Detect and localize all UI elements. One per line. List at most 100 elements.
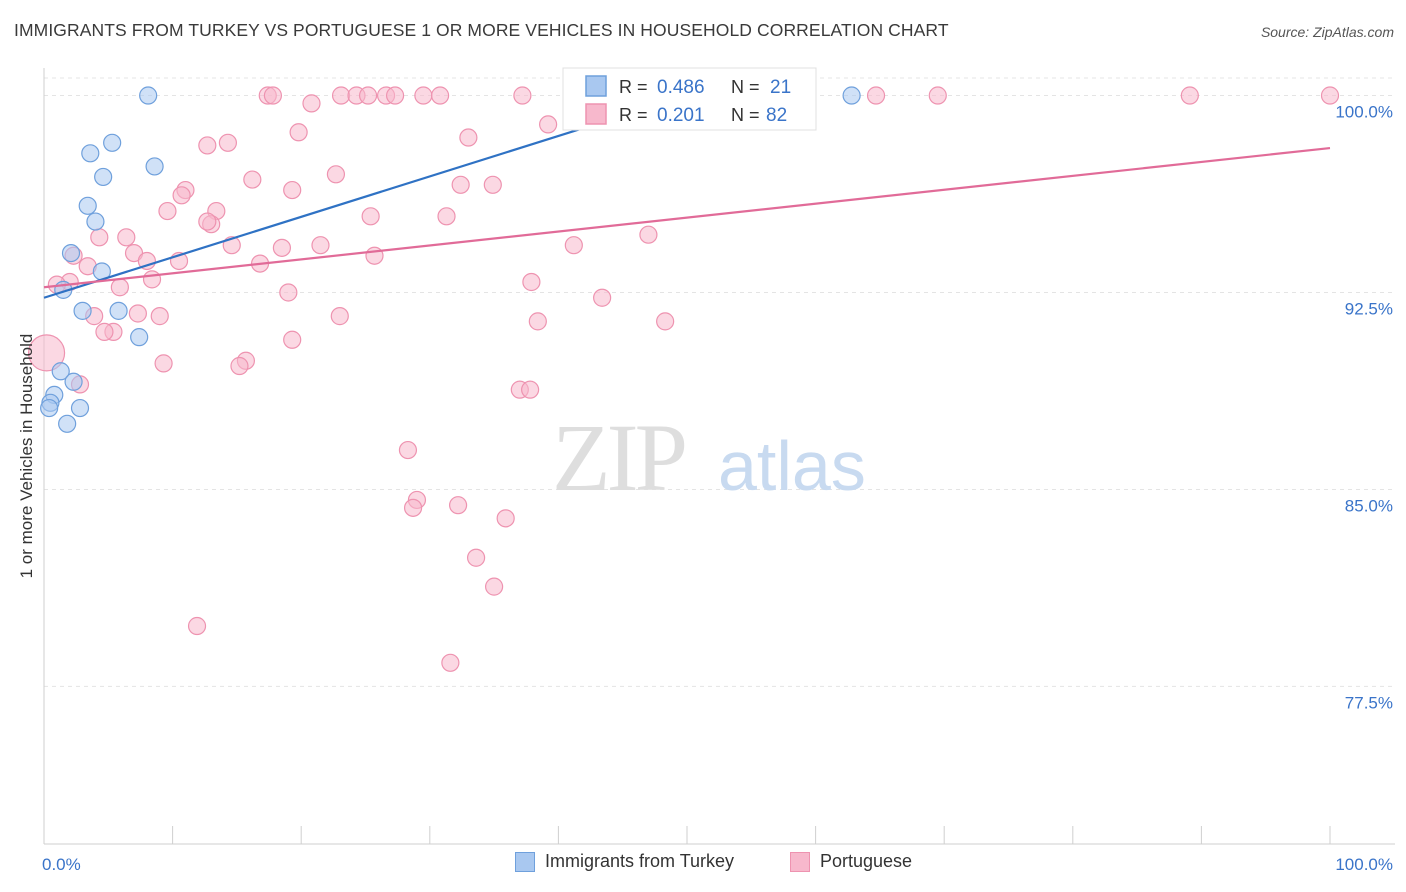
stats-r-value-portuguese: 0.201 <box>657 105 705 126</box>
source-label: Source: ZipAtlas.com <box>1260 24 1394 40</box>
stats-n-value-turkey: 21 <box>770 77 791 98</box>
portuguese-point <box>639 225 658 244</box>
portuguese-point <box>441 653 460 672</box>
turkey-point <box>130 328 149 347</box>
portuguese-point <box>243 170 262 189</box>
portuguese-point <box>866 86 886 105</box>
portuguese-point <box>272 238 292 257</box>
portuguese-point <box>142 270 162 289</box>
turkey-point <box>51 362 70 381</box>
portuguese-point <box>928 86 947 105</box>
portuguese-point <box>1320 86 1340 105</box>
portuguese-point <box>485 577 504 596</box>
turkey-point <box>145 157 164 176</box>
y-tick-label: 100.0% <box>1335 103 1393 122</box>
portuguese-point <box>522 272 541 292</box>
y-tick-label: 92.5% <box>1345 299 1393 318</box>
portuguese-point <box>326 165 346 184</box>
portuguese-point <box>528 312 547 331</box>
legend-item-portuguese: Portuguese <box>790 851 912 872</box>
portuguese-point <box>521 380 540 399</box>
x-tick-label-start: 0.0% <box>42 855 81 874</box>
portuguese-point <box>358 86 378 105</box>
axes: 100.0% 92.5% 85.0% 77.5% 0.0% 100.0% <box>42 68 1395 874</box>
turkey-point <box>103 133 122 152</box>
chart-title: IMMIGRANTS FROM TURKEY VS PORTUGUESE 1 O… <box>14 20 949 40</box>
portuguese-point <box>564 236 583 255</box>
portuguese-point <box>311 236 330 255</box>
portuguese-point <box>430 86 450 105</box>
turkey-point <box>58 414 77 433</box>
turkey-point <box>40 398 59 418</box>
trend-line-portuguese <box>43 146 1331 289</box>
turkey-point <box>78 196 97 215</box>
legend-item-turkey: Immigrants from Turkey <box>515 851 734 872</box>
portuguese-point <box>230 356 249 376</box>
turkey-point <box>81 144 100 163</box>
stats-n-label-portuguese: N = <box>731 105 760 125</box>
y-tick-label: 77.5% <box>1345 693 1393 712</box>
portuguese-point <box>279 283 298 302</box>
portuguese-point <box>398 440 418 460</box>
portuguese-point <box>403 498 423 517</box>
watermark-zip: ZIP <box>552 404 685 511</box>
portuguese-point <box>385 86 405 105</box>
legend-label-portuguese: Portuguese <box>820 851 913 871</box>
portuguese-point <box>218 133 237 152</box>
turkey-point <box>94 167 113 187</box>
turkey-point <box>61 243 81 263</box>
turkey-point <box>73 301 92 320</box>
legend-swatch-turkey <box>515 851 535 872</box>
stats-swatch-turkey <box>585 75 607 97</box>
portuguese-point <box>1180 86 1199 105</box>
portuguese-point <box>656 312 675 331</box>
portuguese-point <box>437 207 456 226</box>
legend-swatch-portuguese <box>790 851 810 872</box>
portuguese-point <box>150 307 169 326</box>
stats-r-label-turkey: R = <box>619 77 648 97</box>
portuguese-point <box>90 228 109 247</box>
portuguese-point <box>187 616 207 636</box>
portuguese-point <box>198 212 217 231</box>
portuguese-point <box>448 496 468 515</box>
watermark-atlas: atlas <box>718 427 866 505</box>
portuguese-point <box>283 330 302 349</box>
portuguese-point <box>154 354 173 373</box>
portuguese-point <box>331 86 351 105</box>
turkey-point <box>86 212 105 231</box>
portuguese-point <box>137 251 156 271</box>
y-axis-label: 1 or more Vehicles in Household <box>17 334 36 579</box>
watermark: ZIP atlas <box>552 404 866 511</box>
portuguese-point <box>459 128 478 147</box>
portuguese-point <box>117 228 136 247</box>
legend-label-turkey: Immigrants from Turkey <box>545 851 735 871</box>
stats-n-label-turkey: N = <box>731 77 760 97</box>
portuguese-point <box>263 86 283 105</box>
x-tick-label-end: 100.0% <box>1335 855 1393 874</box>
grid <box>44 77 1395 687</box>
series-portuguese <box>27 86 1340 672</box>
portuguese-point <box>95 322 114 341</box>
portuguese-point <box>451 175 470 194</box>
portuguese-point <box>198 136 217 155</box>
stats-legend: R = 0.486 N = 21 R = 0.201 N = 82 <box>562 67 817 131</box>
portuguese-point <box>330 307 349 326</box>
portuguese-point <box>158 201 177 221</box>
portuguese-point <box>513 86 532 105</box>
turkey-point <box>842 86 861 105</box>
portuguese-point <box>483 175 502 194</box>
portuguese-point <box>496 509 515 528</box>
portuguese-point <box>289 123 308 142</box>
portuguese-point <box>128 304 147 323</box>
portuguese-point <box>593 288 612 307</box>
stats-r-value-turkey: 0.486 <box>657 77 705 98</box>
turkey-point <box>64 372 83 391</box>
stats-r-label-portuguese: R = <box>619 105 648 125</box>
portuguese-point <box>539 115 558 134</box>
stats-swatch-portuguese <box>585 103 607 125</box>
stats-n-value-portuguese: 82 <box>766 105 787 126</box>
portuguese-point <box>414 86 433 105</box>
turkey-point <box>139 86 158 105</box>
turkey-point <box>70 398 90 418</box>
